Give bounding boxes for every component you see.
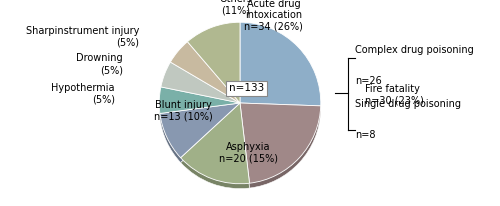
Text: Blunt injury
n=13 (10%): Blunt injury n=13 (10%) (154, 100, 213, 122)
Text: Asphyxia
n=20 (15%): Asphyxia n=20 (15%) (218, 142, 278, 164)
Wedge shape (161, 67, 240, 108)
Wedge shape (240, 27, 321, 111)
Wedge shape (160, 108, 240, 163)
Text: Acute drug
intoxication
n=34 (26%): Acute drug intoxication n=34 (26%) (244, 0, 304, 32)
Wedge shape (170, 47, 240, 108)
Wedge shape (188, 22, 240, 103)
Wedge shape (159, 87, 240, 114)
Wedge shape (240, 108, 320, 188)
Text: Others
(11%): Others (11%) (220, 0, 252, 16)
Wedge shape (161, 62, 240, 103)
Wedge shape (188, 27, 240, 108)
Text: Single drug poisoning: Single drug poisoning (355, 99, 461, 109)
Text: n=26: n=26 (355, 76, 382, 86)
Wedge shape (160, 103, 240, 158)
Wedge shape (180, 108, 250, 189)
Text: Hypothermia
(5%): Hypothermia (5%) (52, 83, 115, 104)
Wedge shape (170, 42, 240, 103)
Text: n=133: n=133 (229, 83, 264, 94)
Text: Fire fatality
n=30 (23%): Fire fatality n=30 (23%) (365, 84, 424, 106)
Wedge shape (180, 103, 250, 184)
Text: Drowning
(5%): Drowning (5%) (76, 53, 123, 75)
Wedge shape (159, 92, 240, 118)
Text: Sharpinstrument injury
(5%): Sharpinstrument injury (5%) (26, 26, 139, 48)
Text: Complex drug poisoning: Complex drug poisoning (355, 45, 474, 55)
Wedge shape (240, 103, 320, 183)
Text: n=8: n=8 (355, 130, 376, 140)
Wedge shape (240, 22, 321, 106)
